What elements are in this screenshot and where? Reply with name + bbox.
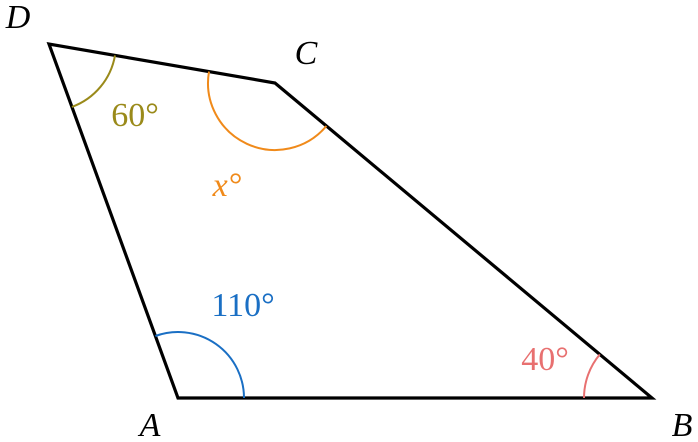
vertex-label: C bbox=[295, 35, 318, 72]
angle-arc-d bbox=[71, 55, 116, 108]
angle-label: 40° bbox=[521, 341, 569, 378]
vertex-label: B bbox=[672, 407, 693, 442]
angle-arc-b bbox=[583, 353, 601, 399]
angle-label: 60° bbox=[111, 97, 159, 134]
vertex-label: A bbox=[138, 407, 161, 442]
angle-label: 110° bbox=[211, 287, 274, 324]
angle-label: x° bbox=[212, 167, 242, 204]
quadrilateral bbox=[46, 41, 657, 400]
angle-arc-c bbox=[207, 71, 328, 151]
angle-arc-a bbox=[155, 331, 245, 399]
vertex-label: D bbox=[5, 0, 31, 36]
